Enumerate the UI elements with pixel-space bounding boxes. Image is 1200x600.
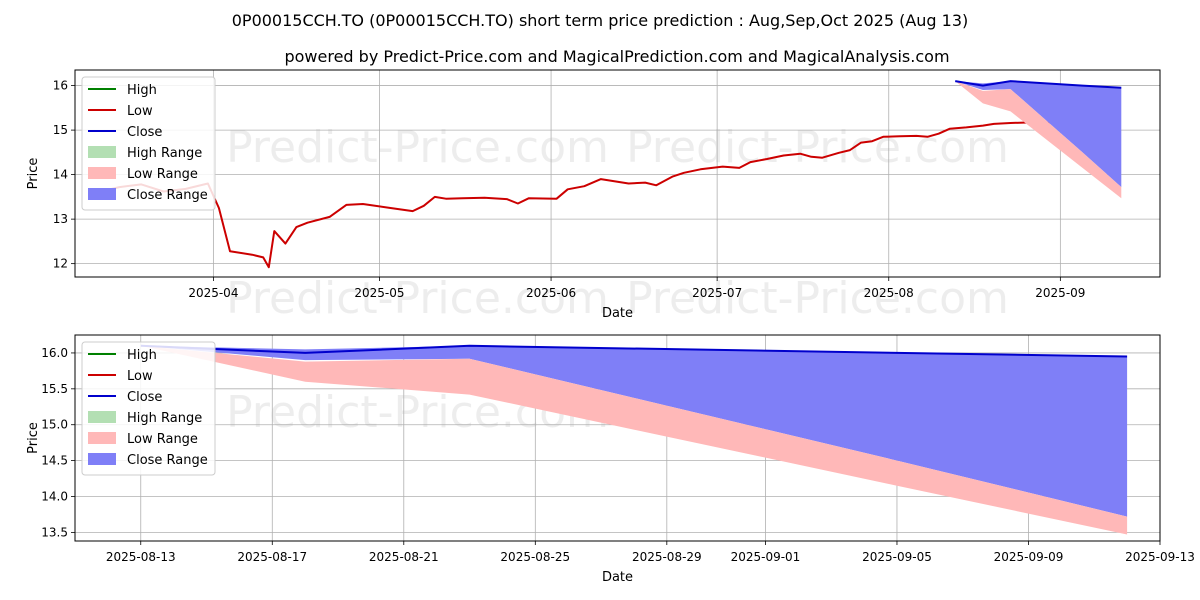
x-axis-label: Date xyxy=(602,570,633,585)
legend-label: Close xyxy=(127,390,162,405)
watermark-text: Predict-Price.com xyxy=(226,273,609,324)
x-tick-label: 2025-09 xyxy=(1035,286,1085,300)
watermark-text: Predict-Price.com xyxy=(226,122,609,173)
x-tick-label: 2025-09-01 xyxy=(731,550,801,564)
watermark-text: Predict-Price.com xyxy=(626,273,1009,324)
y-tick-label: 15 xyxy=(53,123,68,137)
x-tick-label: 2025-05 xyxy=(354,286,404,300)
legend-label: High xyxy=(127,83,157,98)
legend-label: High Range xyxy=(127,146,202,161)
legend-label: Close Range xyxy=(127,453,208,468)
legend-swatch xyxy=(88,188,116,200)
legend-swatch xyxy=(88,453,116,465)
legend-swatch xyxy=(88,167,116,179)
y-tick-label: 13.5 xyxy=(41,525,68,539)
x-tick-label: 2025-08-17 xyxy=(237,550,307,564)
low-range-area xyxy=(140,345,1128,535)
y-tick-label: 15.0 xyxy=(41,418,68,432)
top-panel: Predict-Price.com Predict-Price.com Predic… xyxy=(26,69,1161,324)
y-tick-label: 15.5 xyxy=(41,382,68,396)
close-line xyxy=(140,344,1128,358)
y-axis-label: Price xyxy=(26,158,41,190)
x-tick-label: 2025-09-09 xyxy=(994,550,1064,564)
legend: High Low Close High Range Low Range Close Ran… xyxy=(81,76,216,211)
y-tick-label: 14.5 xyxy=(41,454,68,468)
legend: High Low Close High Range Low Range Close Ran… xyxy=(81,341,216,476)
y-tick-label: 14 xyxy=(53,168,68,182)
legend-swatch xyxy=(88,146,116,158)
x-tick-label: 2025-09-05 xyxy=(862,550,932,564)
plot-frame xyxy=(74,334,1161,542)
legend-label: Low Range xyxy=(127,167,198,182)
x-tick-label: 2025-08-25 xyxy=(500,550,570,564)
close-range-area xyxy=(955,81,1122,188)
x-tick-label: 2025-06 xyxy=(526,286,576,300)
y-tick-label: 14.0 xyxy=(41,489,68,503)
y-tick-label: 12 xyxy=(53,257,68,271)
bottom-panel: Predict-Price.comPredict-Price.com2025-0… xyxy=(26,334,1195,585)
y-tick-label: 16.0 xyxy=(41,346,68,360)
legend-label: Close Range xyxy=(127,188,208,203)
chart-subtitle: powered by Predict-Price.com and Magical… xyxy=(284,47,949,66)
watermark-text: Predict-Price.com xyxy=(626,122,1009,173)
x-tick-label: 2025-09-13 xyxy=(1125,550,1195,564)
legend-swatch xyxy=(88,411,116,423)
legend-label: High xyxy=(127,348,157,363)
close-range-area xyxy=(140,345,1128,517)
x-tick-label: 2025-04 xyxy=(188,286,238,300)
x-axis-label: Date xyxy=(602,306,633,321)
y-tick-label: 13 xyxy=(53,212,68,226)
y-tick-label: 16 xyxy=(53,79,68,93)
x-tick-label: 2025-07 xyxy=(692,286,742,300)
low-range-area xyxy=(955,81,1122,199)
low-line xyxy=(96,115,1111,269)
legend-swatch xyxy=(88,432,116,444)
legend-label: Close xyxy=(127,125,162,140)
chart-title: 0P00015CCH.TO (0P00015CCH.TO) short term… xyxy=(232,11,969,30)
x-tick-label: 2025-08-21 xyxy=(369,550,439,564)
x-tick-label: 2025-08-29 xyxy=(632,550,702,564)
legend-label: High Range xyxy=(127,411,202,426)
y-axis-label: Price xyxy=(26,422,41,454)
plot-frame xyxy=(74,69,1161,278)
legend-label: Low xyxy=(127,369,153,384)
legend-label: Low Range xyxy=(127,432,198,447)
x-tick-label: 2025-08 xyxy=(864,286,914,300)
close-line xyxy=(955,80,1122,89)
legend-label: Low xyxy=(127,104,153,119)
x-tick-label: 2025-08-13 xyxy=(106,550,176,564)
